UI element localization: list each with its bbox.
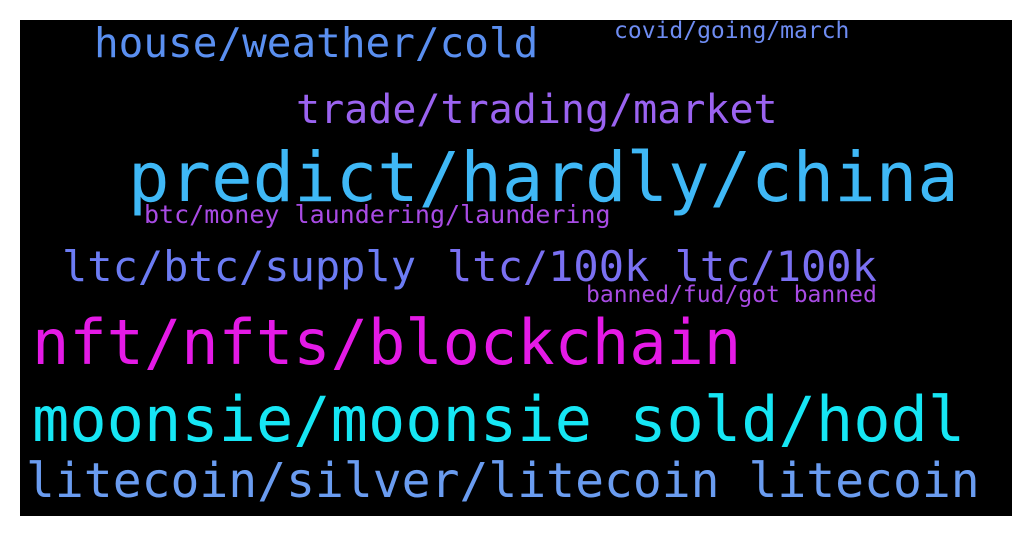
word-ltc-btc-supply: ltc/btc/supply <box>62 242 417 291</box>
word-ltc-100k: ltc/100k ltc/100k <box>447 242 877 291</box>
word-btc-money-laundering: btc/money laundering/laundering <box>144 200 611 229</box>
word-house-weather-cold: house/weather/cold <box>94 20 539 67</box>
word-banned-fud-got-banned: banned/fud/got banned <box>586 282 877 308</box>
word-cloud-canvas: house/weather/cold covid/going/march tra… <box>20 20 1012 516</box>
word-moonsie-sold-hodl: moonsie/moonsie sold/hodl <box>32 383 966 456</box>
word-trade-trading-market: trade/trading/market <box>296 87 778 133</box>
word-covid-going-march: covid/going/march <box>614 20 850 44</box>
word-predict-hardly-china: predict/hardly/china <box>128 138 959 218</box>
word-litecoin-silver-litecoin: litecoin/silver/litecoin litecoin <box>26 453 980 509</box>
word-nft-nfts-blockchain: nft/nfts/blockchain <box>32 306 742 379</box>
